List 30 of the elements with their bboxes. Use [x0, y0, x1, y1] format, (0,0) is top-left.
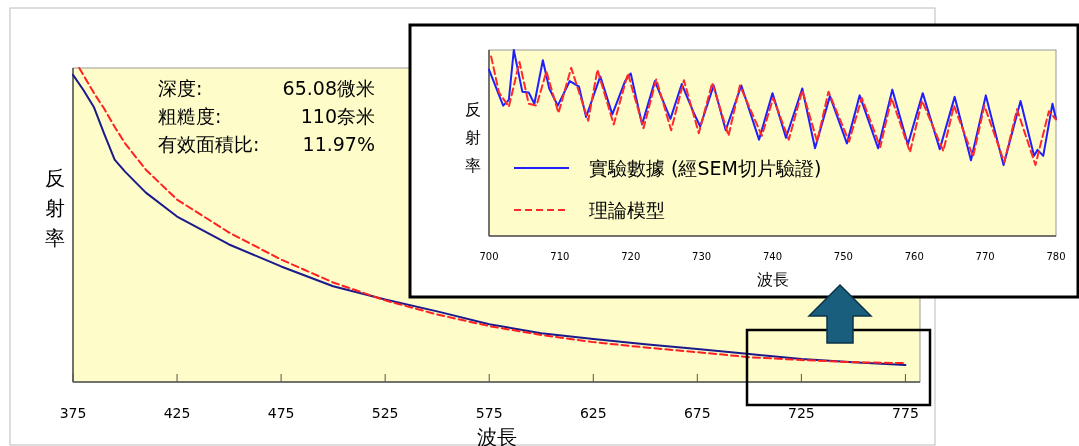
x-tick-label: 725: [788, 405, 815, 421]
y-axis-title: 反射率: [465, 100, 481, 175]
annotation: 粗糙度:: [158, 105, 222, 127]
x-tick-label: 780: [1046, 251, 1066, 262]
y-axis-title: 反射率: [45, 166, 65, 250]
x-tick-label: 730: [692, 251, 712, 262]
x-tick-label: 700: [479, 251, 499, 262]
x-tick-label: 720: [621, 251, 641, 262]
annotation: 65.08微米: [282, 77, 375, 99]
x-tick-label: 775: [892, 405, 919, 421]
x-tick-label: 750: [833, 251, 853, 262]
legend-label: 實驗數據 (經SEM切片驗證): [589, 157, 822, 179]
annotation: 深度:: [158, 77, 203, 99]
x-tick-label: 625: [579, 405, 607, 421]
x-tick-label: 525: [371, 405, 399, 421]
x-tick-label: 375: [59, 405, 87, 421]
annotation: 有效面積比:: [158, 133, 260, 155]
annotation: 110奈米: [300, 105, 375, 127]
x-tick-label: 770: [975, 251, 995, 262]
x-axis-title: 波長: [476, 425, 517, 446]
annotation: 11.97%: [302, 133, 375, 155]
x-tick-label: 710: [550, 251, 570, 262]
x-tick-label: 425: [163, 405, 191, 421]
x-tick-label: 475: [267, 405, 295, 421]
x-tick-label: 760: [904, 251, 924, 262]
legend-label: 理論模型: [589, 199, 665, 221]
x-tick-label: 575: [475, 405, 503, 421]
x-tick-label: 675: [683, 405, 711, 421]
x-axis-title: 波長: [756, 270, 789, 289]
x-tick-label: 740: [762, 251, 783, 262]
